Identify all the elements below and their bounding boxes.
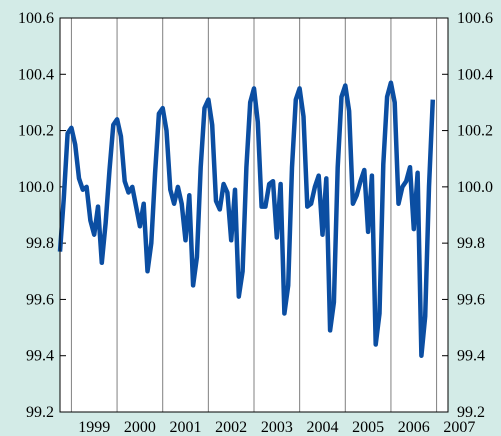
y-tick-label: 100.4	[18, 66, 54, 83]
y-tick-label-right: 100.0	[457, 179, 493, 196]
y-tick-label-right: 100.6	[457, 10, 493, 27]
y-tick-label: 99.4	[26, 348, 54, 365]
y-axis-left: 99.2 99.4 99.6 99.8 100.0 100.2 100.4 100.6	[18, 10, 54, 421]
y-axis-right: 99.2 99.4 99.6 99.8 100.0 100.2 100.4 100.6	[457, 10, 493, 421]
y-tick-label: 99.2	[26, 404, 54, 421]
y-tick-label: 100.6	[18, 10, 54, 27]
x-tick-label: 2001	[170, 419, 202, 436]
x-tick-label: 2007	[443, 419, 475, 436]
x-tick-label: 2003	[261, 419, 293, 436]
y-tick-label-right: 99.8	[457, 235, 485, 252]
y-tick-label: 100.2	[18, 123, 54, 140]
x-tick-label: 2002	[215, 419, 247, 436]
y-tick-label-right: 99.4	[457, 348, 485, 365]
y-tick-label: 99.8	[26, 235, 54, 252]
x-tick-label: 2006	[398, 419, 430, 436]
x-tick-label: 2000	[124, 419, 156, 436]
y-tick-label: 100.0	[18, 179, 54, 196]
x-tick-label: 2004	[306, 419, 338, 436]
y-tick-label-right: 99.2	[457, 404, 485, 421]
y-tick-label-right: 100.4	[457, 66, 493, 83]
series-line	[57, 80, 436, 358]
x-tick-label: 2005	[352, 419, 384, 436]
y-tick-label: 99.6	[26, 291, 54, 308]
plot-frame	[59, 17, 449, 413]
y-tick-label-right: 99.6	[457, 291, 485, 308]
x-axis: 1999 2000 2001 2002 2003 2004 2005 2006 2007	[78, 419, 475, 436]
y-tick-label-right: 100.2	[457, 123, 493, 140]
x-tick-label: 1999	[78, 419, 110, 436]
